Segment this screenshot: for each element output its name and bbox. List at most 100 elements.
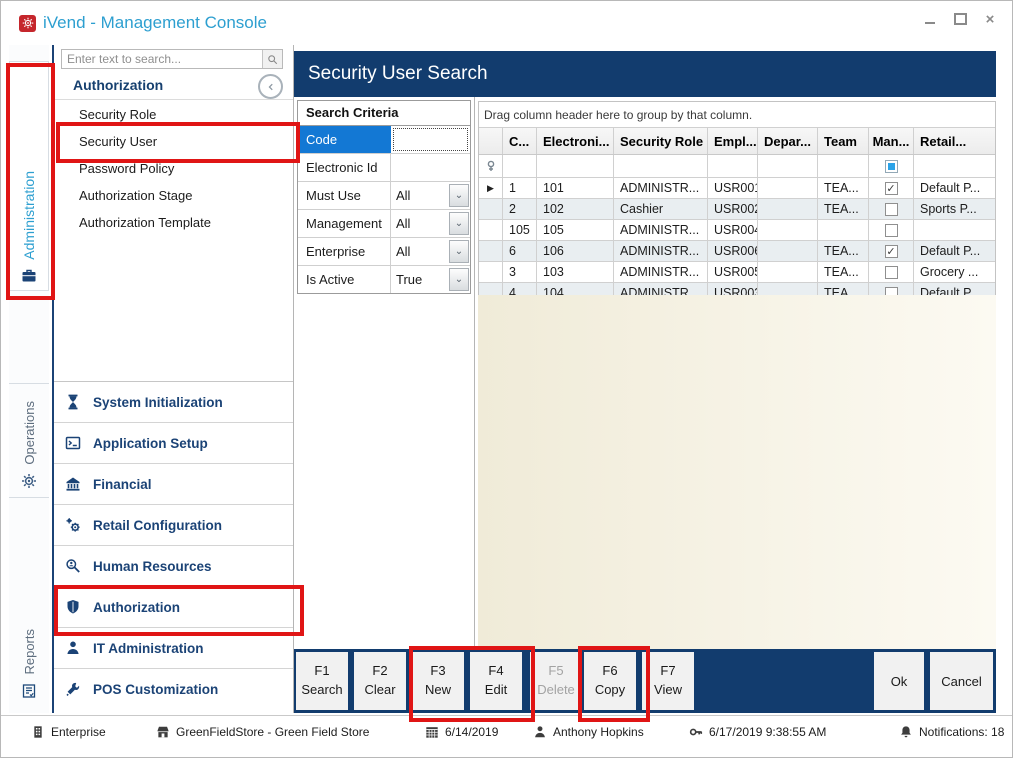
grid-row[interactable]: 3 103 ADMINISTR... USR005 TEA... Grocery… bbox=[479, 262, 995, 283]
filter-cell[interactable] bbox=[614, 155, 708, 177]
item-label: Security User bbox=[79, 134, 158, 149]
cell-department bbox=[758, 283, 818, 303]
grid-row[interactable]: 105 105 ADMINISTR... USR004 bbox=[479, 220, 995, 241]
grid-row[interactable]: 6 106 ADMINISTR... USR006 TEA... Default… bbox=[479, 241, 995, 262]
filter-cell[interactable] bbox=[818, 155, 869, 177]
cell-department bbox=[758, 199, 818, 219]
cell-management-checkbox[interactable] bbox=[869, 178, 914, 198]
tab-administration[interactable]: Administration bbox=[9, 61, 49, 291]
chevron-down-icon[interactable]: ⌄ bbox=[449, 268, 469, 291]
chevron-left-circle-icon[interactable] bbox=[258, 74, 283, 99]
sidebar-item-security-user[interactable]: Security User bbox=[54, 128, 293, 155]
module-application-setup[interactable]: Application Setup bbox=[54, 423, 293, 464]
splitter-line bbox=[52, 45, 54, 713]
filter-cell[interactable] bbox=[758, 155, 818, 177]
filter-cell[interactable] bbox=[708, 155, 758, 177]
content-backdrop bbox=[478, 295, 996, 649]
status-user[interactable]: Anthony Hopkins bbox=[533, 716, 644, 747]
module-authorization[interactable]: Authorization bbox=[54, 587, 293, 628]
column-header-team[interactable]: Team bbox=[818, 128, 869, 154]
filter-cell[interactable] bbox=[537, 155, 614, 177]
filter-cell[interactable] bbox=[503, 155, 537, 177]
cell-employee: USR002 bbox=[708, 199, 758, 219]
module-human-resources[interactable]: Human Resources bbox=[54, 546, 293, 587]
flabel: Edit bbox=[484, 682, 508, 697]
column-header-electronic[interactable]: Electroni... bbox=[537, 128, 614, 154]
module-label: POS Customization bbox=[93, 681, 219, 697]
f4-edit-button[interactable]: F4 Edit bbox=[470, 652, 522, 710]
cell-code: 1 bbox=[503, 178, 537, 198]
module-retail-configuration[interactable]: Retail Configuration bbox=[54, 505, 293, 546]
ok-label: Ok bbox=[890, 673, 908, 689]
close-icon[interactable]: × bbox=[985, 10, 995, 28]
module-it-administration[interactable]: IT Administration bbox=[54, 628, 293, 669]
ok-button[interactable]: Ok bbox=[874, 652, 924, 710]
fkey: F2 bbox=[372, 663, 388, 679]
cancel-button[interactable]: Cancel bbox=[930, 652, 993, 710]
module-system-initialization[interactable]: System Initialization bbox=[54, 382, 293, 423]
filter-man-checkbox[interactable] bbox=[869, 155, 914, 177]
is-active-select[interactable]: True ⌄ bbox=[391, 266, 470, 293]
group-by-hint[interactable]: Drag column header here to group by that… bbox=[479, 102, 995, 127]
column-header-management[interactable]: Man... bbox=[869, 128, 914, 154]
must-use-select[interactable]: All ⌄ bbox=[391, 182, 470, 209]
filter-cell[interactable] bbox=[914, 155, 995, 177]
tab-separator bbox=[9, 497, 49, 498]
f3-new-button[interactable]: F3 New bbox=[412, 652, 464, 710]
search-input[interactable] bbox=[62, 52, 262, 66]
module-label: Financial bbox=[93, 476, 152, 492]
chevron-down-icon[interactable]: ⌄ bbox=[449, 184, 469, 207]
grid-row[interactable]: ▶ 1 101 ADMINISTR... USR001 TEA... Defau… bbox=[479, 178, 995, 199]
cell-management-checkbox[interactable] bbox=[869, 220, 914, 240]
enterprise-select[interactable]: All ⌄ bbox=[391, 238, 470, 265]
status-business-date[interactable]: 6/14/2019 bbox=[425, 716, 498, 747]
sidebar-item-authorization-stage[interactable]: Authorization Stage bbox=[54, 182, 293, 209]
code-input[interactable] bbox=[393, 128, 468, 151]
column-header-employee[interactable]: Empl... bbox=[708, 128, 758, 154]
minimize-icon[interactable] bbox=[918, 9, 942, 29]
management-select[interactable]: All ⌄ bbox=[391, 210, 470, 237]
column-header-security-role[interactable]: Security Role bbox=[614, 128, 708, 154]
criteria-row-is-active: Is Active True ⌄ bbox=[298, 266, 470, 293]
sidebar-item-password-policy[interactable]: Password Policy bbox=[54, 155, 293, 182]
f1-search-button[interactable]: F1 Search bbox=[296, 652, 348, 710]
tab-reports[interactable]: Reports bbox=[9, 561, 49, 705]
cell-management-checkbox[interactable] bbox=[869, 241, 914, 261]
chevron-down-icon[interactable]: ⌄ bbox=[449, 212, 469, 235]
cell-management-checkbox[interactable] bbox=[869, 262, 914, 282]
sidebar-item-security-role[interactable]: Security Role bbox=[54, 101, 293, 128]
grid-row[interactable]: 2 102 Cashier USR002 TEA... Sports P... bbox=[479, 199, 995, 220]
column-header-retail[interactable]: Retail... bbox=[920, 133, 967, 149]
column-header-department[interactable]: Depar... bbox=[758, 128, 818, 154]
status-enterprise[interactable]: Enterprise bbox=[31, 716, 106, 747]
select-value: All bbox=[396, 244, 411, 259]
column-header-code[interactable]: C... bbox=[503, 128, 537, 154]
gear-icon bbox=[21, 473, 37, 489]
module-financial[interactable]: Financial bbox=[54, 464, 293, 505]
f6-copy-button[interactable]: F6 Copy bbox=[584, 652, 636, 710]
person-icon bbox=[65, 640, 81, 656]
maximize-icon[interactable] bbox=[948, 9, 972, 29]
f2-clear-button[interactable]: F2 Clear bbox=[354, 652, 406, 710]
chevron-down-icon[interactable]: ⌄ bbox=[449, 240, 469, 263]
cell-department bbox=[758, 178, 818, 198]
cell-management-checkbox[interactable] bbox=[869, 199, 914, 219]
status-login-time[interactable]: 6/17/2019 9:38:55 AM bbox=[689, 716, 826, 747]
f7-view-button[interactable]: F7 View bbox=[642, 652, 694, 710]
bell-icon bbox=[899, 725, 913, 739]
app-logo-gear-icon bbox=[19, 14, 36, 32]
item-label: Authorization Template bbox=[79, 215, 212, 230]
page-header: Security User Search bbox=[294, 51, 996, 97]
module-pos-customization[interactable]: POS Customization bbox=[54, 669, 293, 709]
wrench-gear-icon bbox=[65, 681, 81, 697]
people-search-icon bbox=[65, 558, 81, 574]
cell-team: TEA... bbox=[818, 178, 869, 198]
magnifier-icon[interactable] bbox=[262, 50, 282, 68]
electronic-id-input[interactable] bbox=[391, 154, 470, 181]
filter-edit-icon[interactable] bbox=[479, 155, 503, 177]
module-label: Retail Configuration bbox=[93, 517, 222, 533]
sidebar-item-authorization-template[interactable]: Authorization Template bbox=[54, 209, 293, 236]
status-notifications[interactable]: Notifications: 18 bbox=[899, 716, 1004, 747]
tab-operations[interactable]: Operations bbox=[9, 385, 49, 495]
status-store[interactable]: GreenFieldStore - Green Field Store bbox=[156, 716, 369, 747]
